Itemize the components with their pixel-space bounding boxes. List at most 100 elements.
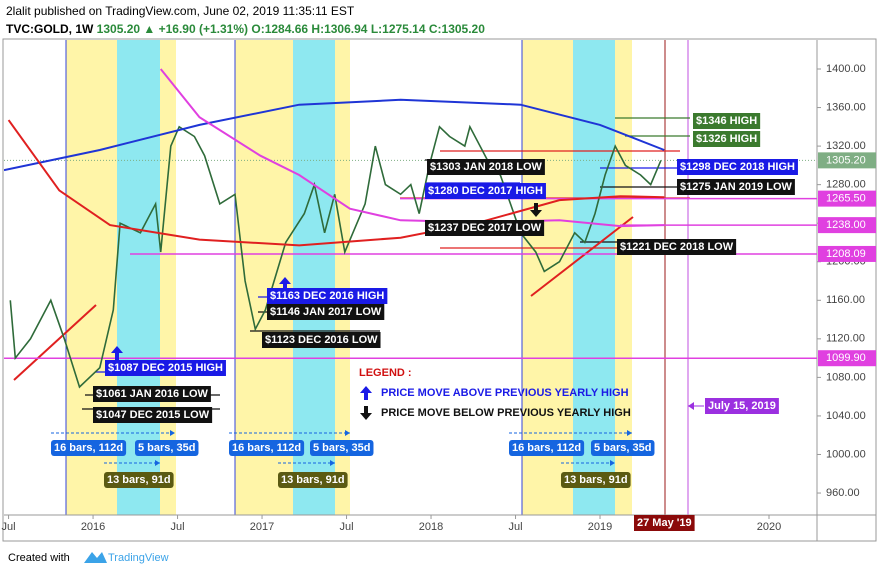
legend-title: LEGEND : bbox=[359, 367, 412, 379]
annotation-text: 5 bars, 35d bbox=[313, 442, 370, 454]
y-tick-label: 1400.00 bbox=[826, 63, 866, 75]
legend-item: PRICE MOVE ABOVE PREVIOUS YEARLY HIGH bbox=[381, 387, 629, 399]
annotation-layer: 1305.20 1265.50 1238.00 1208.09 1099.90 $1346… bbox=[51, 113, 876, 531]
measure-head bbox=[155, 460, 160, 466]
annotation-box bbox=[105, 360, 226, 376]
annotation-box bbox=[104, 472, 174, 488]
down-arrow bbox=[360, 406, 372, 420]
annotation-text: $1061 JAN 2016 LOW bbox=[96, 388, 209, 400]
annotation-box bbox=[267, 304, 385, 320]
footer-brand: TradingView bbox=[108, 552, 169, 564]
annotation-text: July 15, 2019 bbox=[708, 400, 776, 412]
annotation-text: 27 May '19 bbox=[637, 517, 692, 529]
measure-head bbox=[345, 430, 350, 436]
logo bbox=[84, 552, 107, 563]
moving-average bbox=[159, 68, 665, 228]
x-tick-label: 2017 bbox=[250, 521, 274, 533]
annotation-box bbox=[425, 220, 545, 236]
annotation-text: 16 bars, 112d bbox=[54, 442, 123, 454]
chart-frame bbox=[2, 38, 877, 542]
cycle-band bbox=[335, 40, 350, 515]
annotation-text: $1346 HIGH bbox=[696, 115, 757, 127]
symbol: TVC:GOLD, 1W bbox=[6, 22, 94, 36]
annotation-box bbox=[677, 179, 795, 195]
chart-title: 2lalit published on TradingView.com, Jun… bbox=[6, 4, 355, 18]
trend-line bbox=[530, 216, 634, 297]
annotation-box bbox=[229, 440, 305, 456]
y-tick-label: 1080.00 bbox=[826, 371, 866, 383]
annotation-text: 13 bars, 91d bbox=[107, 474, 171, 486]
y-tick-label: 1120.00 bbox=[826, 333, 865, 345]
down-arrow bbox=[530, 203, 542, 217]
annotation-text: $1298 DEC 2018 HIGH bbox=[680, 161, 795, 173]
footer-text: Created with bbox=[8, 552, 70, 564]
x-tick-label: Jul bbox=[508, 521, 522, 533]
measure-head bbox=[627, 430, 632, 436]
pointer-head bbox=[688, 402, 694, 410]
price-label-box bbox=[818, 190, 876, 207]
annotation-box bbox=[677, 159, 798, 175]
annotation-box bbox=[634, 515, 695, 531]
x-tick-label: 2019 bbox=[588, 521, 612, 533]
annotation-box bbox=[561, 472, 631, 488]
last-price: 1305.20 bbox=[97, 22, 141, 36]
annotation-box bbox=[262, 332, 381, 348]
background-layer: 1400.001360.001320.001280.001240.001200.… bbox=[2, 40, 876, 541]
annotation-text: $1275 JAN 2019 LOW bbox=[680, 181, 793, 193]
x-tick-label: Jul bbox=[171, 521, 185, 533]
y-tick-label: 1280.00 bbox=[826, 179, 866, 191]
annotation-box bbox=[427, 159, 545, 175]
x-tick-label: Jul bbox=[340, 521, 354, 533]
annotation-box bbox=[705, 398, 779, 414]
annotation-box bbox=[509, 440, 585, 456]
annotation-text: $1123 DEC 2016 LOW bbox=[265, 334, 378, 346]
price-label-box bbox=[818, 152, 876, 169]
annotation-box bbox=[278, 472, 348, 488]
annotation-text: 5 bars, 35d bbox=[138, 442, 195, 454]
high: H:1306.94 bbox=[311, 22, 367, 36]
price-label: 1208.09 bbox=[826, 248, 866, 260]
symbol-line: TVC:GOLD, 1W 1305.20 ▲ +16.90 (+1.31%) O… bbox=[6, 22, 485, 36]
low: L:1275.14 bbox=[371, 22, 426, 36]
annotation-text: $1163 DEC 2016 HIGH bbox=[270, 290, 384, 302]
annotation-text: 16 bars, 112d bbox=[512, 442, 581, 454]
x-tick-label: Jul bbox=[2, 521, 16, 533]
price-line bbox=[9, 124, 662, 389]
y-tick-label: 1040.00 bbox=[826, 410, 866, 422]
measure-head bbox=[330, 460, 335, 466]
up-arrow bbox=[111, 346, 123, 360]
x-tick-label: 2016 bbox=[81, 521, 105, 533]
cycle-band bbox=[293, 40, 335, 515]
measure-head bbox=[170, 430, 175, 436]
measure-head bbox=[610, 460, 615, 466]
annotation-box bbox=[425, 183, 546, 199]
y-tick-label: 1000.00 bbox=[826, 448, 866, 460]
annotation-box bbox=[693, 131, 761, 147]
price-label-box bbox=[818, 245, 876, 262]
cycle-band bbox=[66, 40, 117, 515]
annotation-text: $1221 DEC 2018 LOW bbox=[620, 241, 734, 253]
legend-item: PRICE MOVE BELOW PREVIOUS YEARLY HIGH bbox=[381, 407, 631, 419]
y-tick-label: 1360.00 bbox=[826, 101, 866, 113]
annotation-box bbox=[617, 239, 737, 255]
price-label: 1265.50 bbox=[826, 193, 866, 205]
annotation-text: 13 bars, 91d bbox=[564, 474, 628, 486]
annotation-text: $1280 DEC 2017 HIGH bbox=[428, 185, 543, 197]
annotation-text: 16 bars, 112d bbox=[232, 442, 301, 454]
price-label: 1099.90 bbox=[826, 352, 866, 364]
cycle-band bbox=[615, 40, 632, 515]
up-arrow bbox=[279, 277, 291, 291]
annotation-text: 5 bars, 35d bbox=[594, 442, 651, 454]
y-tick-label: 960.00 bbox=[826, 487, 860, 499]
open: O:1284.66 bbox=[251, 22, 308, 36]
annotation-box bbox=[135, 440, 199, 456]
moving-average bbox=[7, 119, 665, 247]
annotation-box bbox=[93, 407, 213, 423]
y-tick-label: 1160.00 bbox=[826, 294, 865, 306]
annotation-box bbox=[310, 440, 374, 456]
up-arrow bbox=[360, 386, 372, 400]
annotation-box bbox=[693, 113, 761, 129]
change: ▲ +16.90 (+1.31%) bbox=[143, 22, 248, 36]
y-tick-label: 1320.00 bbox=[826, 140, 866, 152]
